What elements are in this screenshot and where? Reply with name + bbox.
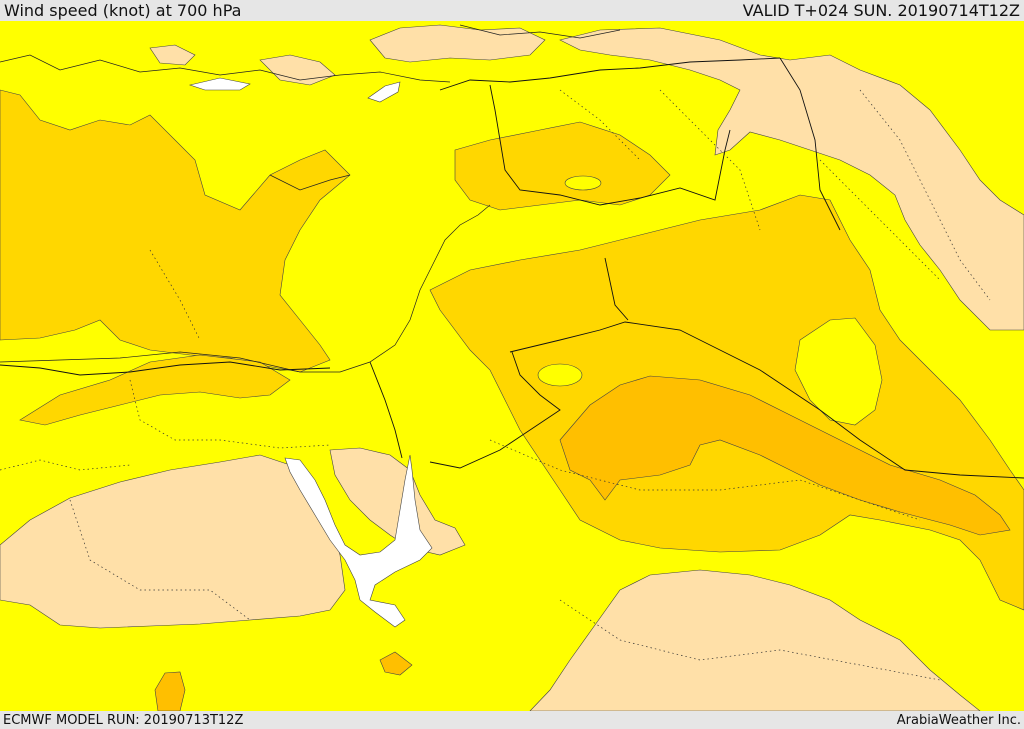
peach-region-turkey-north [369, 24, 546, 63]
border-syria-iraq [489, 84, 731, 206]
gold-region-west [0, 89, 351, 373]
orange-core-region [559, 375, 1011, 536]
yellow-patch-syria [564, 175, 602, 191]
white-patch-black-sea [188, 77, 251, 91]
peach-region-egypt [0, 454, 346, 629]
peach-region-iran [559, 27, 1024, 331]
border-jordan-saudi [429, 351, 561, 469]
peach-region-saudi [529, 569, 981, 711]
gold-region-syria [454, 121, 671, 211]
model-run-label: ECMWF MODEL RUN: 20190713T12Z [3, 712, 244, 728]
border-iraq-iran [779, 57, 841, 231]
header-bar: Wind speed (knot) at 700 hPa VALID T+024… [0, 0, 1024, 21]
border-jordan-iraq [604, 257, 629, 321]
country-borders [0, 57, 1024, 479]
border-turkey-syria [439, 57, 781, 91]
peach-patch-aegean [149, 44, 196, 66]
white-patch-caspian-west [367, 81, 401, 103]
credit-label: ArabiaWeather Inc. [896, 712, 1021, 728]
map-title: Wind speed (knot) at 700 hPa [4, 1, 242, 20]
red-sea-water [284, 454, 433, 628]
gold-region-south-west [19, 354, 291, 426]
footer-bar: ECMWF MODEL RUN: 20190713T12Z ArabiaWeat… [0, 711, 1024, 729]
yellow-patch-jordan [537, 363, 583, 387]
peach-patch-nw [259, 54, 336, 86]
border-iraq-saudi [509, 321, 1024, 479]
province-boundaries [0, 89, 991, 681]
orange-patch-red-sea [379, 651, 413, 676]
coastlines [0, 24, 621, 373]
border-egypt-sudan [0, 361, 331, 376]
orange-patch-south [154, 671, 186, 711]
wind-speed-map [0, 21, 1024, 711]
border-egypt-israel [369, 361, 403, 459]
peach-region-sinai [329, 447, 466, 556]
yellow-patch-iraq [794, 317, 883, 426]
valid-time: VALID T+024 SUN. 20190714T12Z [742, 1, 1020, 20]
